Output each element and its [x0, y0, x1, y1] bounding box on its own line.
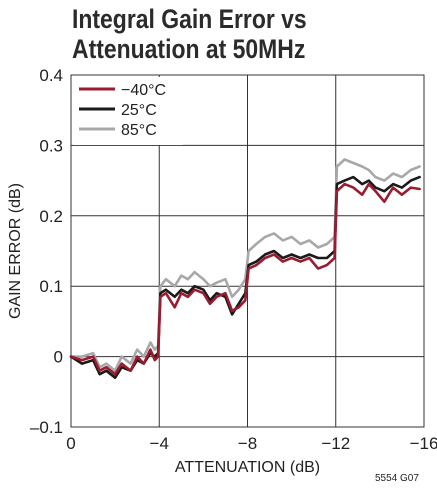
data-series	[69, 158, 421, 379]
chart-title: Integral Gain Error vs Attenuation at 50…	[72, 4, 378, 64]
y-tick-label: 0.1	[39, 277, 63, 296]
x-tick-label: −16	[410, 434, 437, 453]
chart-title-line-2: Attenuation at 50MHz	[72, 34, 306, 64]
y-tick-label: 0.4	[39, 66, 63, 85]
legend-entry: 25°C	[121, 102, 157, 119]
y-tick-labels: –0.1 0 0.1 0.2 0.3 0.4	[30, 66, 63, 437]
y-tick-label: 0	[54, 348, 63, 367]
y-axis-label: GAIN ERROR (dB)	[7, 183, 24, 319]
x-axis-label: ATTENUATION (dB)	[175, 459, 320, 476]
y-tick-label: –0.1	[30, 418, 63, 437]
y-tick-label: 0.2	[39, 207, 63, 226]
series-line-0	[69, 182, 421, 376]
y-tick-label: 0.3	[39, 136, 63, 155]
series-line-2	[69, 158, 421, 372]
x-tick-labels: 0 −4 −8 −12 −16	[66, 434, 437, 453]
x-tick-label: −8	[238, 434, 257, 453]
x-tick-label: −12	[321, 434, 350, 453]
plot-frame	[70, 74, 425, 428]
legend: −40°C 25°C 85°C	[73, 77, 183, 145]
figure-id: 5554 G07	[375, 473, 419, 484]
chart-title-line-1: Integral Gain Error vs	[72, 4, 307, 34]
x-tick-label: 0	[66, 434, 75, 453]
x-tick-label: −4	[150, 434, 169, 453]
legend-entry: −40°C	[121, 82, 166, 99]
legend-entry: 85°C	[121, 122, 157, 139]
